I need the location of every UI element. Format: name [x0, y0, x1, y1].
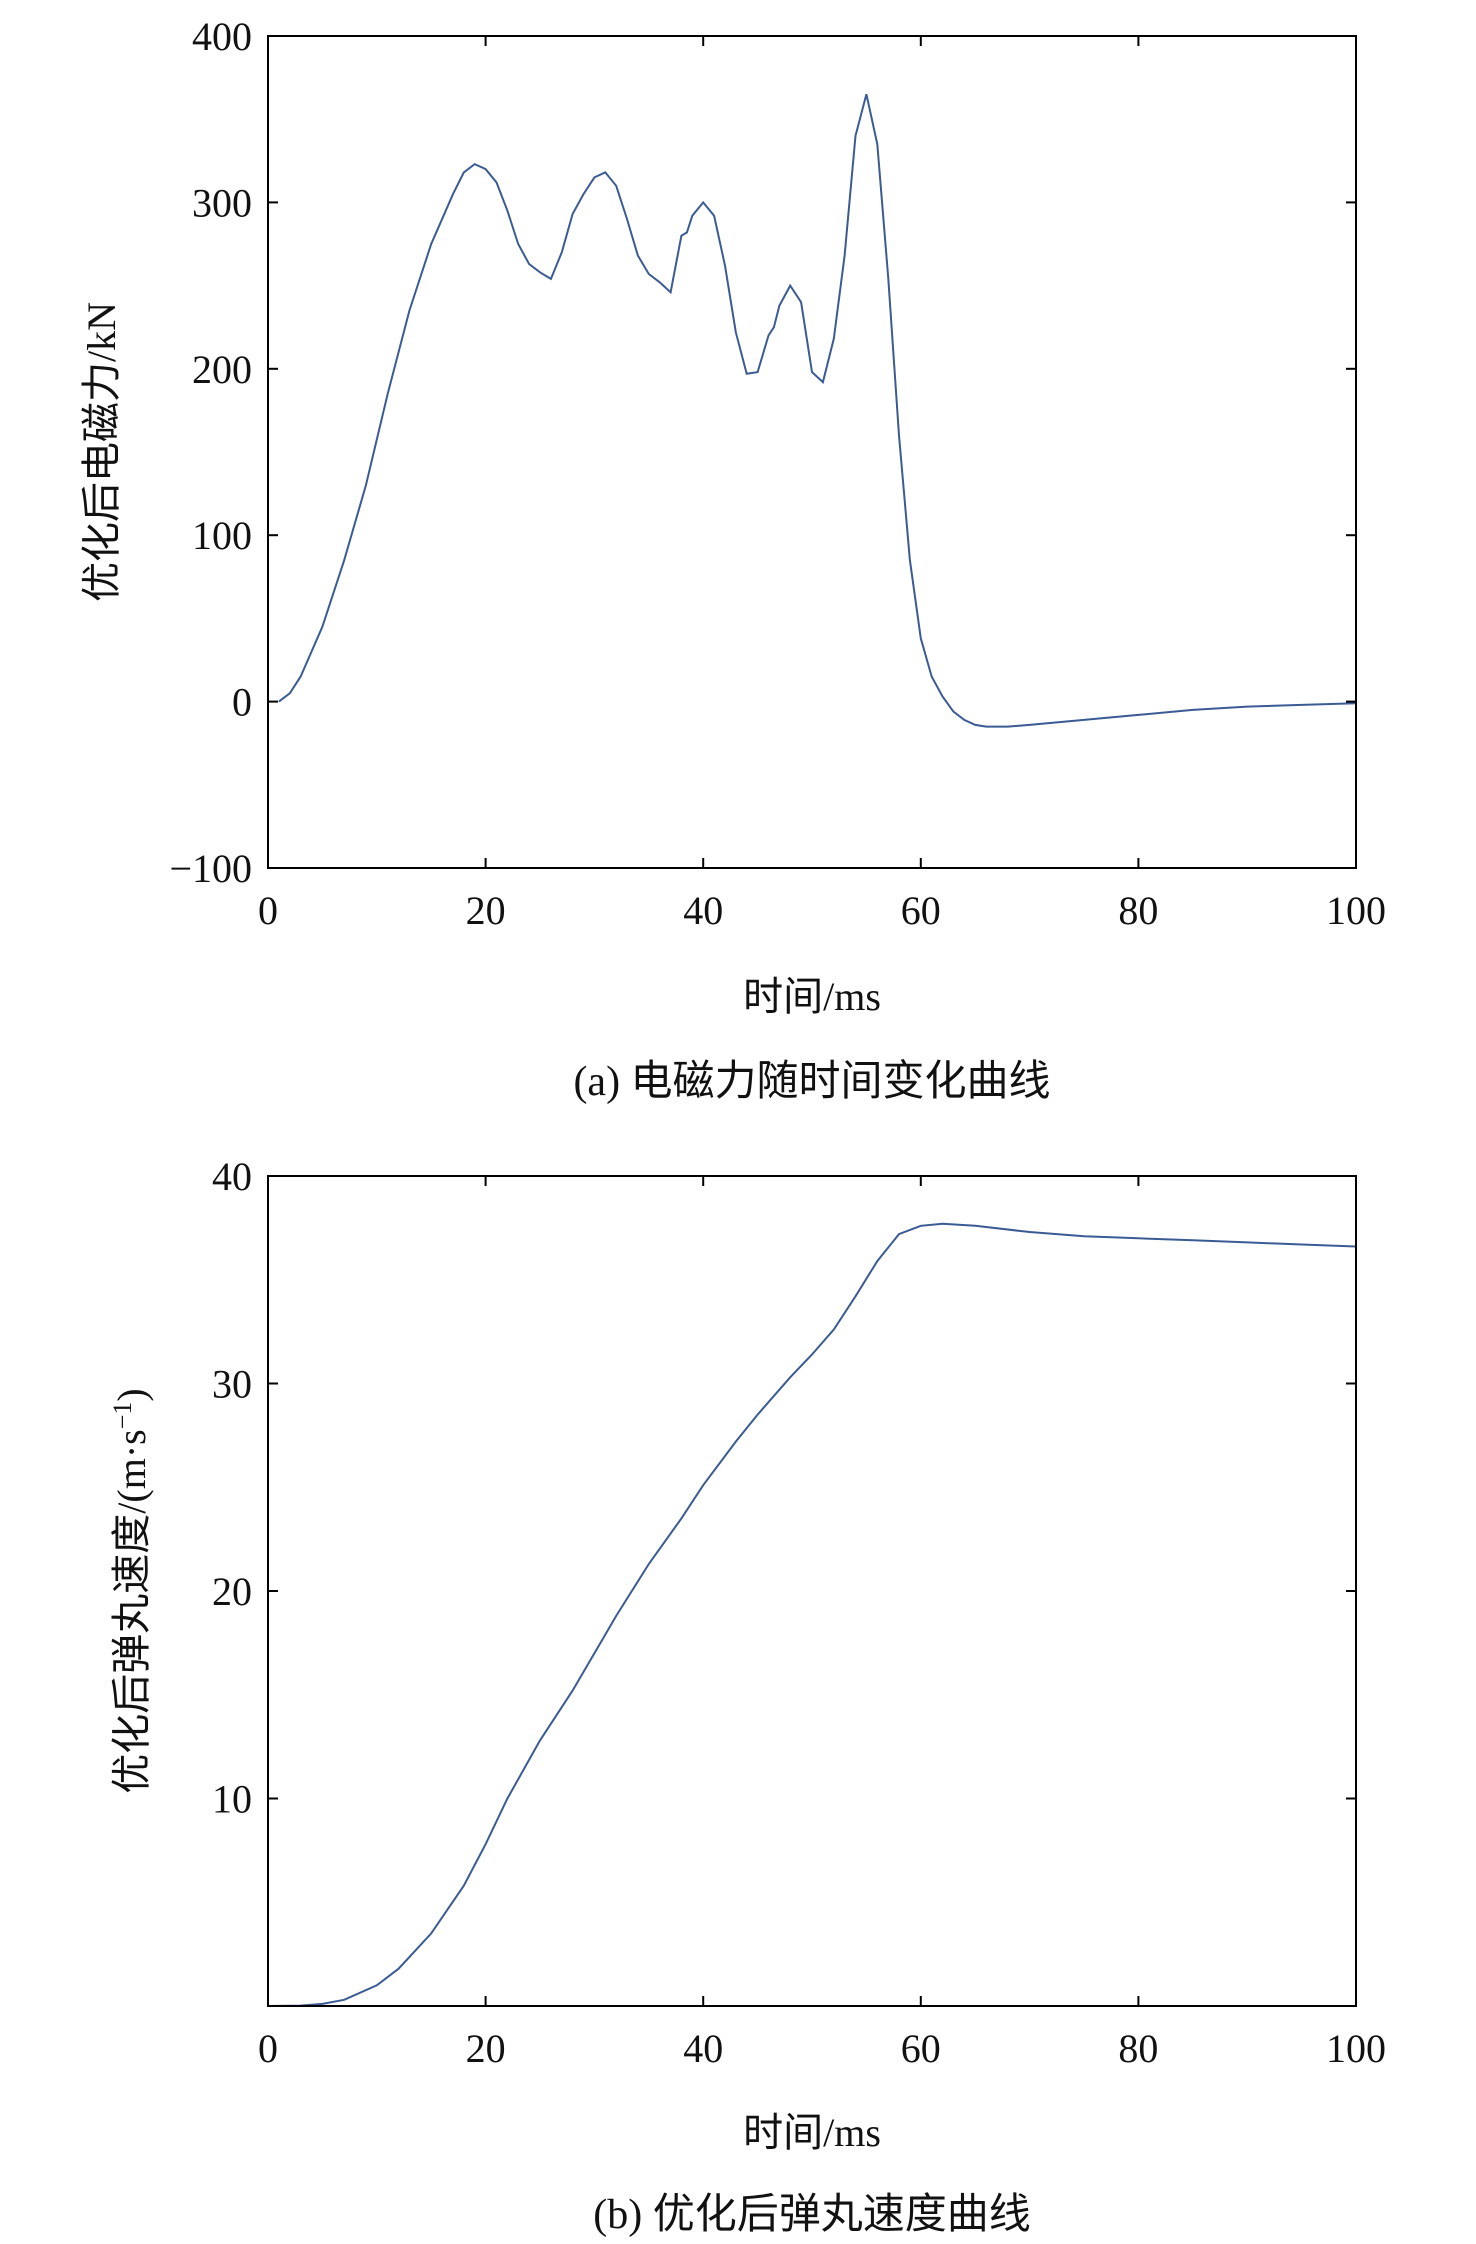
- y-tick-label: 400: [192, 14, 252, 59]
- chart-b-y-axis-label-superscript: −1: [108, 1402, 137, 1430]
- x-tick-label: 20: [466, 888, 506, 933]
- x-tick-label: 60: [901, 888, 941, 933]
- y-tick-label: 10: [212, 1777, 252, 1822]
- y-tick-label: 30: [212, 1362, 252, 1407]
- chart-b-y-axis-label-end: ): [109, 1388, 154, 1401]
- x-tick-label: 100: [1326, 888, 1386, 933]
- chart-b-x-axis-label: 时间/ms: [743, 2110, 881, 2155]
- x-tick-label: 0: [258, 2026, 278, 2071]
- chart-a-plot-area: [278, 93, 1357, 728]
- x-tick-label: 60: [901, 2026, 941, 2071]
- series-line-0: [267, 1222, 1357, 2007]
- y-tick-label: 300: [192, 180, 252, 225]
- chart-b-plot-area: [267, 1222, 1357, 2007]
- x-tick-label: 100: [1326, 2026, 1386, 2071]
- x-tick-label: 40: [683, 2026, 723, 2071]
- chart-a-caption: (a) 电磁力随时间变化曲线: [573, 1058, 1050, 1105]
- chart-b-caption: (b) 优化后弹丸速度曲线: [593, 2192, 1030, 2238]
- chart-b-y-ticks: 10 20 30 40: [212, 1154, 1356, 1822]
- chart-b-x-ticks: 0 20 40 60 80 100: [258, 1176, 1386, 2071]
- chart-a-y-ticks: −100 0 100 200 300 400: [169, 14, 1356, 891]
- y-tick-label: 0: [232, 680, 252, 725]
- chart-b-y-axis-label: 优化后弹丸速度/(m·s−1): [108, 1388, 154, 1793]
- chart-b-y-axis-label-main: 优化后弹丸速度/(m·s: [109, 1429, 154, 1793]
- series-line-0: [278, 93, 1357, 728]
- y-tick-label: 100: [192, 513, 252, 558]
- y-tick-label: 40: [212, 1154, 252, 1199]
- x-tick-label: 0: [258, 888, 278, 933]
- x-tick-label: 20: [466, 2026, 506, 2071]
- x-tick-label: 40: [683, 888, 723, 933]
- x-tick-label: 80: [1118, 2026, 1158, 2071]
- chart-b-frame: [267, 1175, 1357, 2007]
- chart-a-x-ticks: 0 20 40 60 80 100: [258, 36, 1386, 933]
- chart-a-frame: [267, 35, 1357, 869]
- y-tick-label: 200: [192, 347, 252, 392]
- y-tick-label: 20: [212, 1569, 252, 1614]
- chart-a-y-axis-label: 优化后电磁力/kN: [79, 302, 124, 602]
- chart-a-x-axis-label: 时间/ms: [743, 974, 881, 1019]
- chart-b: 0 20 40 60 80 100 10 20 30 40 时间/ms 优化后弹丸速度/(m·s…: [108, 1154, 1386, 2238]
- x-tick-label: 80: [1118, 888, 1158, 933]
- y-tick-label: −100: [169, 846, 252, 891]
